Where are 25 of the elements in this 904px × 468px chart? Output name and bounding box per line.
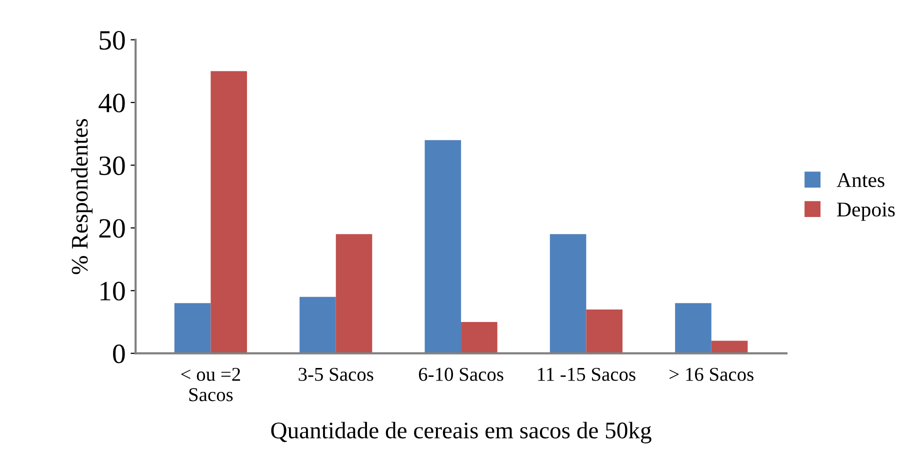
legend-label: Depois — [837, 202, 895, 221]
x-tick-label: 3-5 Sacos — [298, 368, 374, 381]
bar — [675, 303, 712, 354]
legend-label: Antes — [836, 173, 884, 188]
y-tick-label: 10 — [100, 282, 125, 301]
bar — [461, 322, 498, 354]
bar — [300, 296, 336, 354]
y-tick-label: 20 — [99, 219, 125, 238]
y-axis-title: % Respondentes — [71, 119, 93, 274]
bar — [550, 234, 586, 354]
y-tick-label: 0 — [113, 344, 125, 364]
y-tick-label: 50 — [100, 30, 125, 50]
bar — [174, 303, 211, 354]
bar — [586, 309, 623, 354]
bar — [210, 71, 247, 354]
y-tick-label: 30 — [99, 156, 125, 176]
bar — [711, 340, 748, 354]
x-tick-label: < ou =2 Sacos — [181, 368, 240, 402]
x-tick-label: 6-10 Sacos — [418, 368, 504, 381]
x-tick-label: 11 -15 Sacos — [538, 368, 636, 381]
x-tick-label: > 16 Sacos — [670, 368, 754, 381]
x-axis-title: Quantidade de cereais em sacos de 50kg — [271, 422, 652, 444]
bar — [424, 140, 462, 354]
bar — [336, 234, 372, 354]
y-tick-label: 40 — [98, 94, 125, 112]
